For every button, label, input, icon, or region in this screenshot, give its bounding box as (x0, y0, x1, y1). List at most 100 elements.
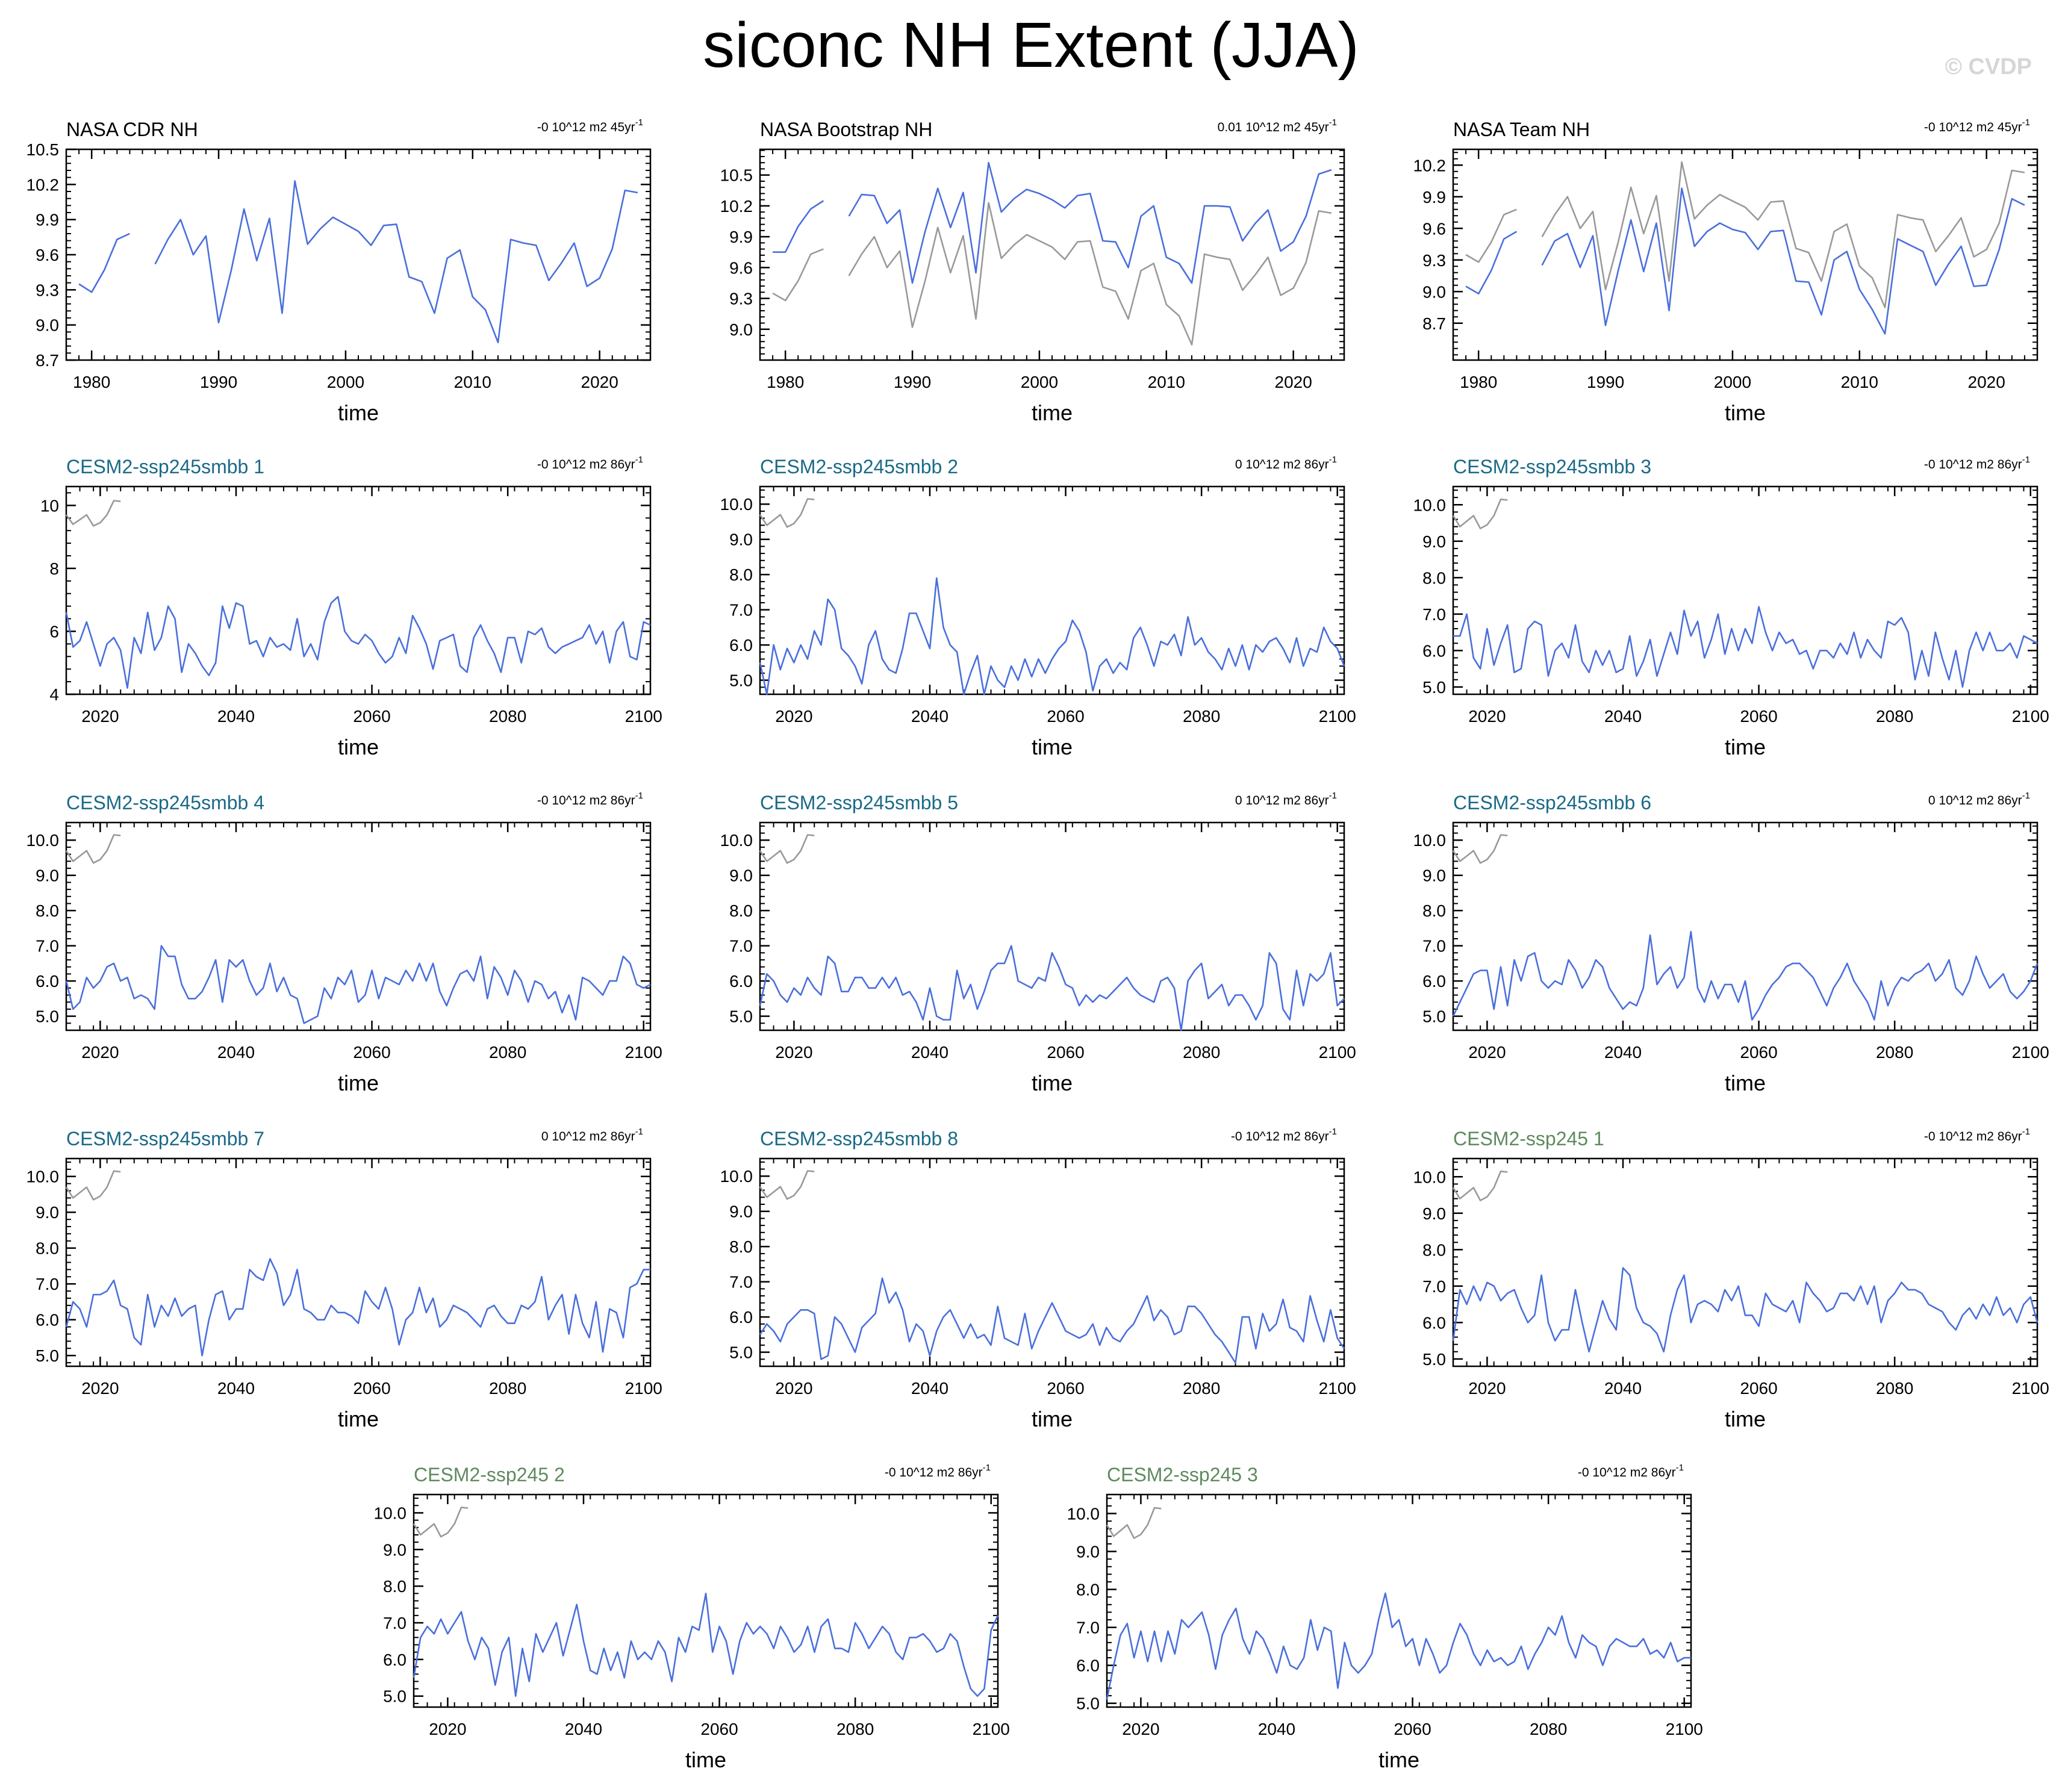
x-tick-label: 1990 (894, 373, 931, 391)
model-series-line (1452, 931, 2039, 1021)
y-tick-label: 5.0 (383, 1687, 406, 1706)
y-tick-label: 6.0 (36, 972, 59, 991)
x-tick-label: 2080 (489, 707, 526, 726)
y-tick-label: 10.0 (374, 1504, 407, 1522)
reference-series-line (759, 834, 815, 864)
x-tick-label: 2040 (911, 1043, 948, 1062)
model-series-line (65, 1258, 650, 1357)
x-tick-label: 2060 (1740, 1043, 1777, 1062)
trend-exponent: -1 (635, 791, 643, 801)
y-tick-label: 9.9 (36, 211, 59, 229)
plot-frame (1452, 485, 2039, 695)
chart-title: NASA Bootstrap NH (760, 119, 932, 140)
chart-title: NASA Team NH (1453, 119, 1590, 140)
x-tick-label: 2100 (1319, 707, 1356, 726)
x-tick-label: 2020 (81, 1379, 119, 1398)
chart-title: CESM2-ssp245smbb 2 (760, 456, 958, 478)
y-tick-label: 6.0 (1422, 1313, 1446, 1332)
reference-series-line (413, 1507, 469, 1538)
y-tick-label: 9.0 (729, 320, 753, 339)
y-tick-label: 6.0 (1422, 972, 1446, 991)
chart-title: CESM2-ssp245smbb 4 (66, 792, 264, 814)
trend-exponent: -1 (2022, 455, 2030, 465)
model-series-line (1452, 1267, 2039, 1353)
chart-panel: CESM2-ssp245smbb 5 0 10^12 m2 86yr-1 2020 2… (720, 791, 1356, 1095)
y-tick-label: 9.0 (729, 1202, 753, 1221)
x-tick-label: 2020 (775, 1379, 812, 1398)
chart-panel: CESM2-ssp245smbb 4 -0 10^12 m2 86yr-1 2020… (26, 791, 662, 1095)
y-tick-label: 9.0 (729, 866, 753, 885)
page-title: siconc NH Extent (JJA) (703, 10, 1359, 81)
y-tick-label: 9.0 (1422, 282, 1446, 301)
plot-frame (65, 821, 652, 1031)
x-tick-label: 2060 (353, 707, 390, 726)
model-series-line (65, 596, 651, 689)
y-tick-label: 9.3 (36, 281, 59, 299)
x-tick-label: 2080 (836, 1720, 874, 1738)
x-tick-label: 2040 (1604, 707, 1642, 726)
x-tick-label: 2100 (2012, 1379, 2049, 1398)
copyright-label: © CVDP (1945, 54, 2032, 79)
chart-title: CESM2-ssp245 3 (1107, 1464, 1258, 1486)
chart-panel: CESM2-ssp245 1 -0 10^12 m2 86yr-1 2020 2040… (1413, 1127, 2049, 1431)
chart-title: CESM2-ssp245 2 (414, 1464, 565, 1486)
plot-frame (759, 148, 1345, 361)
trend-exponent: -1 (1329, 1127, 1337, 1137)
x-tick-label: 1980 (73, 373, 110, 391)
y-tick-label: 6.0 (1076, 1657, 1100, 1675)
model-series-line (759, 1277, 1345, 1364)
reference-series-line (1452, 834, 1508, 864)
chart-panel: CESM2-ssp245smbb 7 0 10^12 m2 86yr-1 2020 2… (26, 1127, 662, 1431)
trend-label: -0 10^12 m2 86yr-1 (1924, 455, 2030, 471)
x-tick-label: 2010 (1148, 373, 1185, 391)
x-axis-label: time (1725, 1407, 1766, 1431)
x-axis-label: time (1032, 1071, 1073, 1095)
y-tick-label: 8.0 (1076, 1581, 1100, 1599)
y-tick-label: 5.0 (729, 1007, 753, 1026)
chart-panel: NASA CDR NH -0 10^12 m2 45yr-1 1980 1990 200… (26, 117, 652, 425)
x-tick-label: 2100 (2012, 1043, 2049, 1062)
y-tick-label: 5.0 (36, 1346, 59, 1365)
x-tick-label: 2040 (217, 1379, 255, 1398)
x-tick-label: 2040 (1258, 1720, 1295, 1738)
x-tick-label: 2040 (565, 1720, 602, 1738)
chart-panel: CESM2-ssp245smbb 6 0 10^12 m2 86yr-1 2020 2… (1413, 791, 2049, 1095)
y-tick-label: 9.0 (36, 1203, 59, 1222)
y-tick-label: 7.0 (383, 1614, 406, 1632)
y-tick-label: 8.0 (1422, 1240, 1446, 1259)
trend-label: -0 10^12 m2 86yr-1 (537, 455, 643, 471)
chart-panel: CESM2-ssp245 3 -0 10^12 m2 86yr-1 2020 2040… (1067, 1463, 1703, 1772)
plot-frame (1452, 821, 2039, 1031)
x-tick-label: 2040 (911, 1379, 948, 1398)
plot-frame (413, 1493, 999, 1708)
y-tick-label: 10 (40, 496, 59, 515)
x-tick-label: 2100 (625, 1043, 662, 1062)
x-tick-label: 2080 (1876, 707, 1913, 726)
trend-exponent: -1 (983, 1463, 991, 1473)
model-series-line (759, 945, 1345, 1031)
y-tick-label: 9.3 (1422, 251, 1446, 270)
x-tick-label: 2000 (1714, 373, 1751, 391)
y-tick-label: 4 (49, 685, 59, 704)
x-tick-label: 2040 (217, 707, 255, 726)
chart-title: CESM2-ssp245smbb 6 (1453, 792, 1651, 814)
trend-exponent: -1 (1329, 791, 1337, 801)
x-tick-label: 2080 (1876, 1379, 1913, 1398)
x-tick-label: 2100 (1319, 1043, 1356, 1062)
x-tick-label: 2100 (1319, 1379, 1356, 1398)
y-tick-label: 7.0 (1422, 605, 1446, 624)
y-tick-label: 9.0 (729, 530, 753, 549)
x-tick-label: 2060 (1740, 1379, 1777, 1398)
x-tick-label: 2020 (581, 373, 618, 391)
plot-frame (65, 1157, 652, 1367)
plot-frame (1452, 1157, 2039, 1367)
x-axis-label: time (1378, 1747, 1419, 1772)
y-tick-label: 9.9 (1422, 188, 1446, 207)
y-tick-label: 9.0 (1422, 1204, 1446, 1223)
x-tick-label: 2080 (1183, 1043, 1220, 1062)
x-axis-label: time (1725, 400, 1766, 425)
trend-exponent: -1 (635, 117, 643, 128)
trend-exponent: -1 (2022, 117, 2030, 128)
x-tick-label: 2020 (1968, 373, 2005, 391)
x-tick-label: 2020 (1468, 1043, 1506, 1062)
